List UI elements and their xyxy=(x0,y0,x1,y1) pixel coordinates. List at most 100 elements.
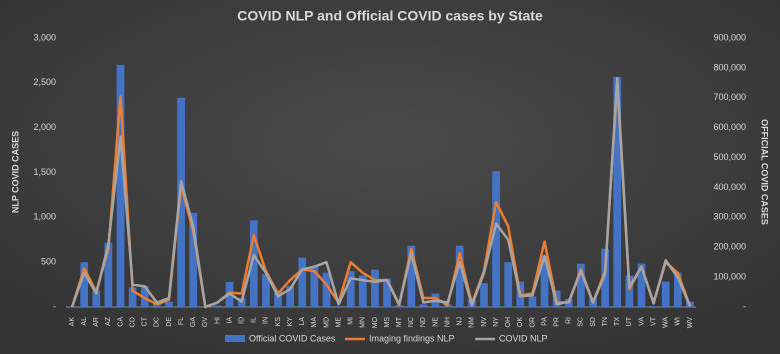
bar xyxy=(322,272,331,307)
bar xyxy=(165,301,173,307)
y-tick-label: 1,500 xyxy=(33,167,56,177)
bar xyxy=(540,256,549,307)
x-tick-label: OK xyxy=(517,317,524,327)
y2-tick-label: 700,000 xyxy=(713,92,746,102)
y2-tick-label: - xyxy=(743,301,746,311)
bar xyxy=(249,220,258,307)
legend-label: Imaging findings NLP xyxy=(369,333,455,343)
y2-tick-label: 200,000 xyxy=(713,242,746,252)
bar xyxy=(625,275,634,307)
bar xyxy=(213,305,222,307)
bar xyxy=(637,263,646,307)
bar xyxy=(480,283,488,307)
y-tick-label: 500 xyxy=(41,257,56,267)
x-tick-label: IA xyxy=(226,317,233,324)
bar xyxy=(140,286,149,307)
bar xyxy=(528,296,537,307)
bar xyxy=(419,304,428,307)
x-tick-label: LA xyxy=(299,317,306,326)
x-tick-label: ME xyxy=(335,317,342,328)
x-tick-label: MO xyxy=(372,316,379,328)
x-tick-label: OH xyxy=(505,317,512,328)
x-tick-label: ND xyxy=(420,317,427,327)
x-tick-label: UT xyxy=(626,316,633,326)
legend-label: Official COVID Cases xyxy=(249,333,336,343)
y-tick-label: 2,500 xyxy=(33,77,56,87)
x-tick-label: NM xyxy=(469,317,476,328)
bar xyxy=(577,263,585,307)
bar xyxy=(310,266,319,307)
x-tick-label: DE xyxy=(166,317,173,327)
chart-title: COVID NLP and Official COVID cases by St… xyxy=(237,8,543,24)
y2-tick-label: 500,000 xyxy=(713,152,746,162)
y2-tick-label: 300,000 xyxy=(713,212,746,222)
x-tick-label: MA xyxy=(311,317,318,328)
x-tick-label: DC xyxy=(154,317,161,327)
x-tick-label: MT xyxy=(396,316,403,327)
bar xyxy=(504,262,513,307)
x-tick-label: CA xyxy=(117,317,124,327)
x-tick-label: AZ xyxy=(105,316,112,326)
x-tick-label: ID xyxy=(239,317,246,324)
x-tick-label: GA xyxy=(190,317,197,327)
x-tick-label: NE xyxy=(432,317,439,327)
x-tick-label: KY xyxy=(287,317,294,327)
x-tick-label: TX xyxy=(614,317,621,326)
x-tick-label: IN xyxy=(263,317,270,324)
x-tick-label: MS xyxy=(384,317,391,328)
y2-tick-label: 900,000 xyxy=(713,32,746,42)
x-tick-label: NV xyxy=(481,317,488,327)
x-tick-label: AL xyxy=(81,317,88,326)
x-tick-label: MD xyxy=(323,317,330,328)
bar xyxy=(492,171,500,307)
x-tick-label: VA xyxy=(638,317,645,326)
x-tick-label: SD xyxy=(590,317,597,327)
bar xyxy=(116,64,125,308)
bar xyxy=(346,271,355,307)
bar xyxy=(286,286,295,307)
bar xyxy=(104,242,113,307)
bar xyxy=(334,306,343,307)
x-tick-label: NC xyxy=(408,317,415,327)
bar xyxy=(601,248,610,307)
x-tick-label: VT xyxy=(650,316,657,326)
x-tick-label: NJ xyxy=(457,317,464,326)
x-tick-label: PR xyxy=(554,317,561,327)
bar xyxy=(298,257,307,307)
x-tick-label: NY xyxy=(493,317,500,327)
bar xyxy=(455,245,464,307)
x-tick-label: TN xyxy=(602,317,609,326)
y-tick-label: - xyxy=(53,301,56,311)
x-tick-label: KS xyxy=(275,317,282,327)
bar xyxy=(673,272,682,307)
bar xyxy=(371,269,379,307)
bar xyxy=(274,290,282,307)
x-tick-label: WV xyxy=(687,317,694,329)
bar xyxy=(649,306,658,307)
y2-tick-label: 400,000 xyxy=(713,182,746,192)
x-tick-label: RI xyxy=(566,317,573,324)
y-axis-title: NLP COVID CASES xyxy=(10,131,20,213)
x-tick-label: WI xyxy=(675,317,682,326)
x-tick-label: FL xyxy=(178,317,185,325)
x-tick-label: NH xyxy=(444,317,451,327)
y-tick-label: 2,000 xyxy=(33,122,56,132)
bar xyxy=(358,275,367,307)
bar xyxy=(613,76,622,307)
bar xyxy=(128,287,137,307)
x-tick-label: AK xyxy=(69,317,76,327)
bar xyxy=(189,212,198,307)
x-tick-label: GV xyxy=(202,317,209,327)
bar xyxy=(92,290,101,307)
x-tick-label: WA xyxy=(663,317,670,328)
bar xyxy=(80,262,89,307)
x-tick-label: CT xyxy=(142,316,149,326)
x-tick-label: OR xyxy=(529,317,536,328)
legend-label: COVID NLP xyxy=(499,333,548,343)
bar xyxy=(383,278,391,307)
x-tick-label: CO xyxy=(129,316,136,327)
line xyxy=(70,77,692,309)
bar xyxy=(262,274,270,307)
x-tick-label: HI xyxy=(214,317,221,324)
